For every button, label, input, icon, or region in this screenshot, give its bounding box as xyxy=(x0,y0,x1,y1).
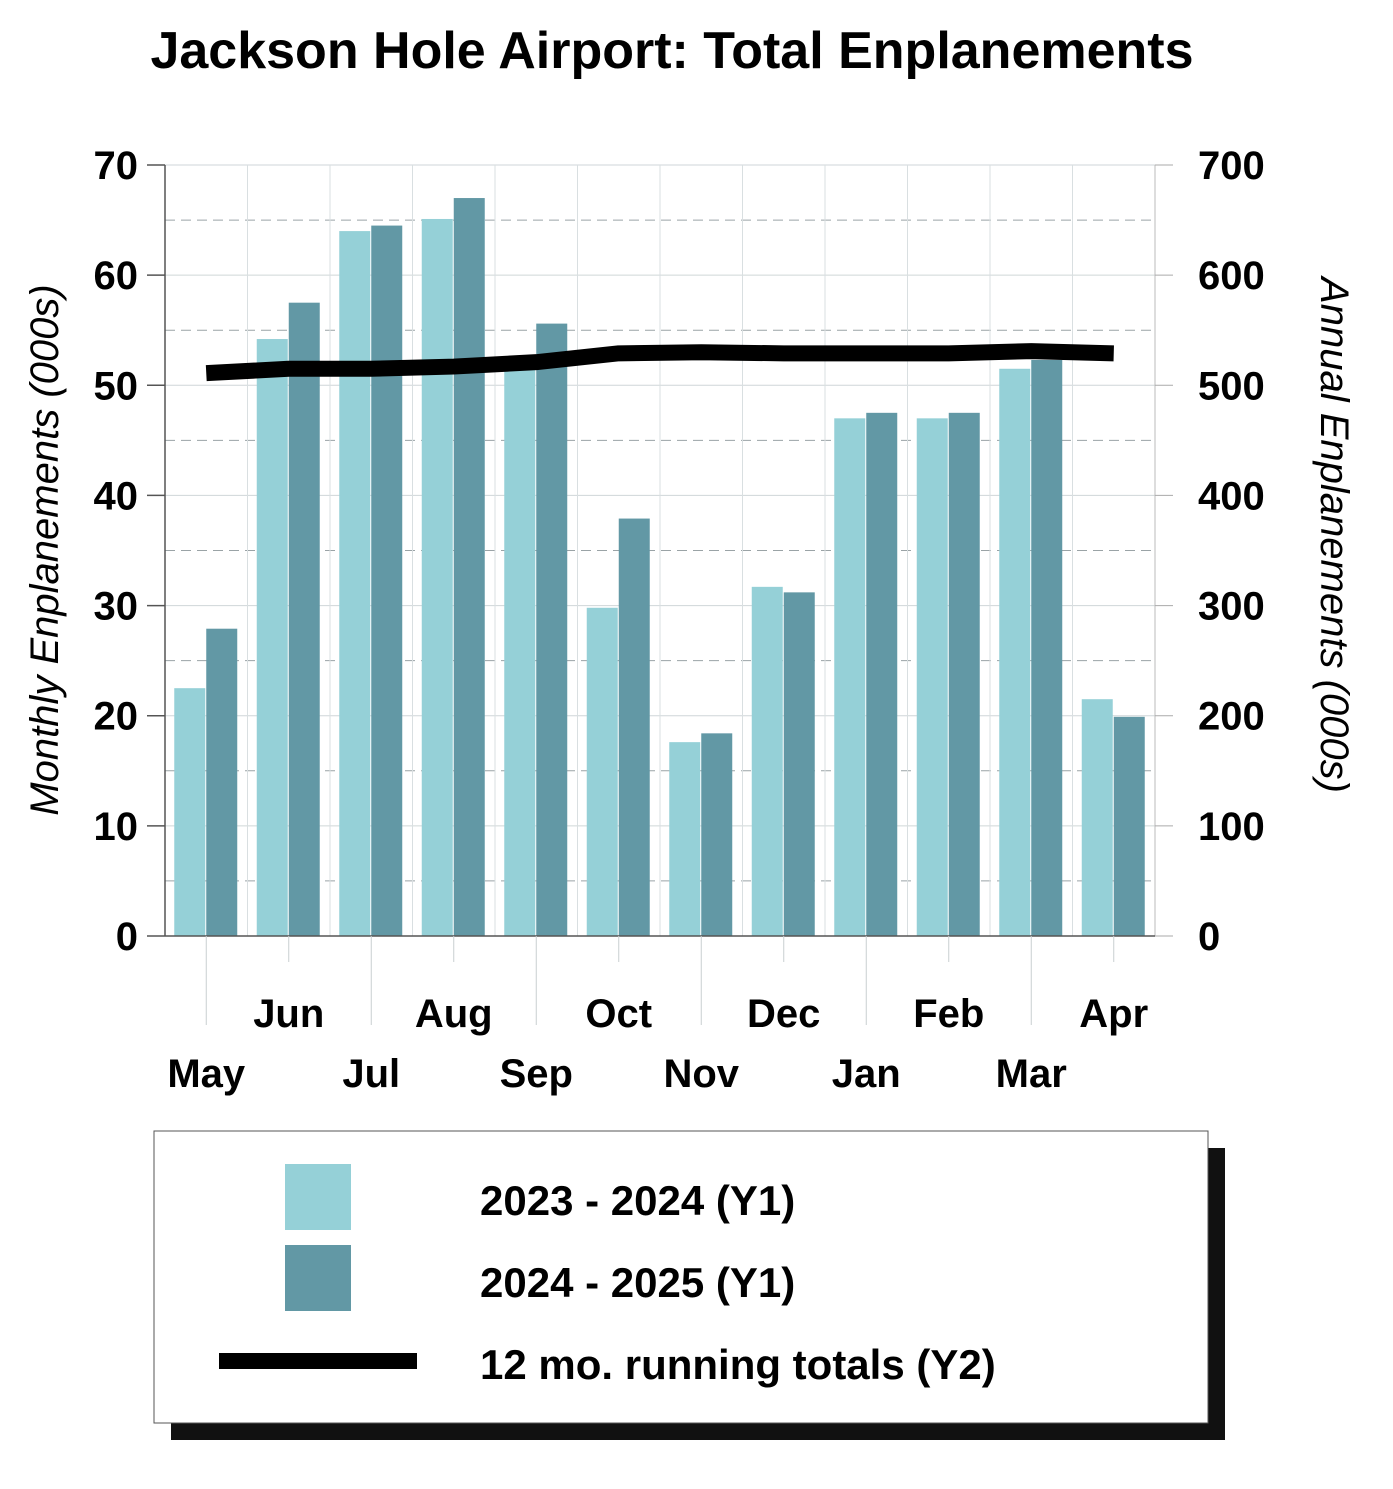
category-label-jul: Jul xyxy=(342,1052,400,1096)
y-axis-label: Monthly Enplanements (000s) xyxy=(23,284,67,815)
bar-2023-2024-dec xyxy=(751,586,783,936)
bar-2024-2025-mar xyxy=(1031,359,1063,936)
running-total-line-layer xyxy=(205,343,1114,382)
bar-2023-2024-oct xyxy=(586,607,618,936)
y-tick-label: 10 xyxy=(94,805,139,849)
bar-2023-2024-apr xyxy=(1081,699,1113,936)
legend: 2023 - 2024 (Y1) 2024 - 2025 (Y1) 12 mo.… xyxy=(153,1130,1225,1440)
grid xyxy=(165,164,1155,936)
bar-2024-2025-dec xyxy=(783,592,815,936)
bars xyxy=(174,198,1145,937)
y2-tick-label: 500 xyxy=(1198,364,1265,408)
axes xyxy=(147,164,1173,937)
y-tick-label: 40 xyxy=(94,474,139,518)
y2-axis-label: Annual Enplanements (000s) xyxy=(1312,275,1356,793)
bar-2023-2024-may xyxy=(174,688,206,936)
category-label-feb: Feb xyxy=(913,992,984,1036)
bar-2024-2025-may xyxy=(206,628,238,936)
y2-tick-label: 400 xyxy=(1198,474,1265,518)
bar-2024-2025-jan xyxy=(866,412,898,937)
bar-2024-2025-aug xyxy=(453,198,485,937)
category-label-dec: Dec xyxy=(747,992,820,1036)
category-label-apr: Apr xyxy=(1079,992,1148,1036)
bar-2023-2024-mar xyxy=(999,368,1031,936)
bar-2023-2024-jan xyxy=(834,418,866,936)
y-tick-label: 20 xyxy=(94,695,139,739)
y-tick-label: 60 xyxy=(94,254,139,298)
bar-2023-2024-aug xyxy=(421,218,453,937)
bar-2024-2025-apr xyxy=(1113,716,1145,936)
y2-tick-label: 200 xyxy=(1198,695,1265,739)
y2-tick-label: 100 xyxy=(1198,805,1265,849)
category-label-jan: Jan xyxy=(832,1052,901,1096)
bar-2023-2024-feb xyxy=(916,418,948,936)
legend-label-running-total: 12 mo. running totals (Y2) xyxy=(480,1341,996,1388)
category-label-sep: Sep xyxy=(500,1052,573,1096)
bar-2024-2025-feb xyxy=(948,412,980,937)
chart-title: Jackson Hole Airport: Total Enplanements xyxy=(150,22,1193,80)
category-label-aug: Aug xyxy=(415,992,493,1036)
bar-2024-2025-nov xyxy=(701,733,733,936)
bar-2024-2025-oct xyxy=(618,518,650,936)
legend-label-2024-2025: 2024 - 2025 (Y1) xyxy=(480,1259,795,1306)
legend-label-2023-2024: 2023 - 2024 (Y1) xyxy=(480,1177,795,1224)
y-tick-label: 70 xyxy=(94,144,139,188)
bar-2024-2025-jul xyxy=(371,225,403,937)
bar-2023-2024-sep xyxy=(504,368,536,936)
bar-2023-2024-nov xyxy=(669,742,701,936)
y2-tick-label: 700 xyxy=(1198,144,1265,188)
y2-tick-label: 300 xyxy=(1198,585,1265,629)
y-tick-label: 50 xyxy=(94,364,139,408)
y-tick-label: 30 xyxy=(94,585,139,629)
bar-2024-2025-sep xyxy=(536,323,568,936)
running-total-line xyxy=(205,343,1114,382)
bar-2024-2025-jun xyxy=(288,302,320,936)
y-tick-label: 0 xyxy=(116,915,138,959)
bar-2023-2024-jul xyxy=(339,231,371,937)
category-label-nov: Nov xyxy=(663,1052,739,1096)
y2-tick-label: 600 xyxy=(1198,254,1265,298)
legend-swatch-2024-2025 xyxy=(285,1245,351,1311)
legend-swatch-2023-2024 xyxy=(285,1164,351,1230)
category-label-jun: Jun xyxy=(253,992,324,1036)
y2-tick-label: 0 xyxy=(1198,915,1220,959)
category-label-mar: Mar xyxy=(996,1052,1067,1096)
category-label-may: May xyxy=(167,1052,246,1096)
category-label-oct: Oct xyxy=(585,992,652,1036)
bar-2023-2024-jun xyxy=(256,339,288,936)
